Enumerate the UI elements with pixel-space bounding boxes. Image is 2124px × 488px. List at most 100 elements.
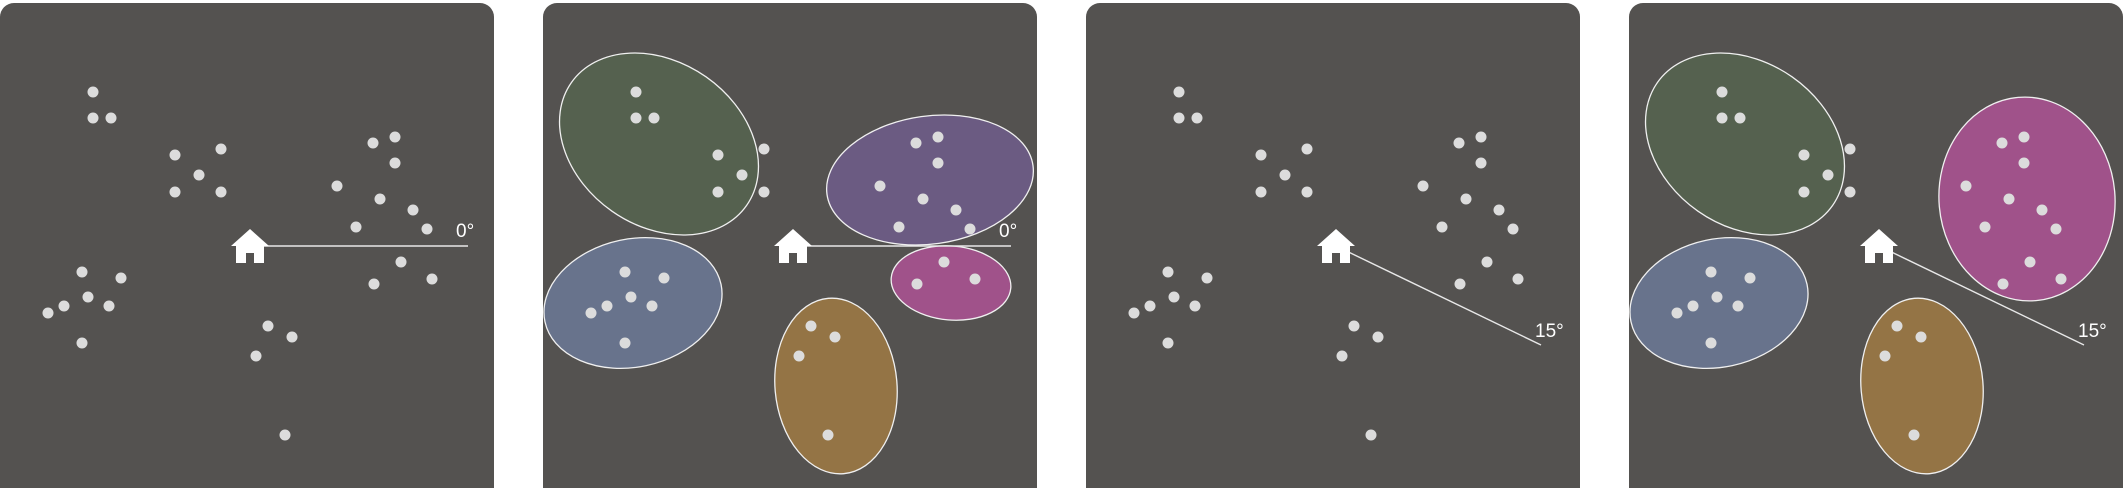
panel-4-diagram: 15°: [1629, 52, 2116, 475]
cluster-blue: [1629, 237, 1809, 369]
point: [395, 256, 407, 268]
point: [82, 291, 94, 303]
point: [1173, 86, 1185, 98]
point: [1372, 331, 1384, 343]
point: [648, 112, 660, 124]
point: [805, 320, 817, 332]
point: [368, 278, 380, 290]
point: [426, 273, 438, 285]
point: [712, 186, 724, 198]
point: [2018, 131, 2030, 143]
point: [712, 149, 724, 161]
point: [1798, 149, 1810, 161]
point: [374, 193, 386, 205]
point: [932, 131, 944, 143]
point: [2050, 223, 2062, 235]
home-icon: [1860, 229, 1898, 263]
point: [421, 223, 433, 235]
point: [1687, 300, 1699, 312]
point: [938, 256, 950, 268]
point: [1844, 143, 1856, 155]
point: [822, 429, 834, 441]
point: [829, 331, 841, 343]
point: [1279, 169, 1291, 181]
point: [736, 169, 748, 181]
point: [169, 149, 181, 161]
point: [969, 273, 981, 285]
home-icon: [1317, 229, 1355, 263]
point: [964, 223, 976, 235]
point: [2018, 157, 2030, 169]
point: [601, 300, 613, 312]
point: [758, 143, 770, 155]
point: [646, 300, 658, 312]
point: [1512, 273, 1524, 285]
point: [1460, 193, 1472, 205]
point: [87, 86, 99, 98]
point: [1475, 131, 1487, 143]
point: [215, 186, 227, 198]
point: [1417, 180, 1429, 192]
angle-label: 0°: [999, 221, 1017, 242]
point: [1255, 149, 1267, 161]
panel-2: 0°: [543, 3, 1037, 488]
point: [367, 137, 379, 149]
point: [407, 204, 419, 216]
point: [625, 291, 637, 303]
cluster-green: [1644, 52, 1846, 236]
point: [658, 272, 670, 284]
panel-4: 15°: [1629, 3, 2123, 488]
angle-label: 0°: [456, 221, 474, 242]
panel-2-diagram: 0°: [543, 52, 1035, 475]
point: [950, 204, 962, 216]
point: [1191, 112, 1203, 124]
point: [1798, 186, 1810, 198]
point: [932, 157, 944, 169]
panel-1-diagram: 0°: [42, 86, 474, 441]
point: [2024, 256, 2036, 268]
point: [389, 131, 401, 143]
point: [1201, 272, 1213, 284]
point: [1162, 337, 1174, 349]
point: [1891, 320, 1903, 332]
point: [1822, 169, 1834, 181]
cluster-blue: [543, 237, 723, 369]
point: [1173, 112, 1185, 124]
point: [1979, 221, 1991, 233]
angle-label: 15°: [2078, 321, 2107, 342]
point: [76, 266, 88, 278]
point: [105, 112, 117, 124]
point: [1255, 186, 1267, 198]
point: [1481, 256, 1493, 268]
point: [250, 350, 262, 362]
point: [630, 86, 642, 98]
point: [42, 307, 54, 319]
point: [1168, 291, 1180, 303]
point: [1908, 429, 1920, 441]
panel-1: 0°: [0, 3, 494, 488]
point: [1348, 320, 1360, 332]
point: [286, 331, 298, 343]
cluster-orange: [774, 297, 898, 475]
point: [874, 180, 886, 192]
point: [1436, 221, 1448, 233]
point: [1705, 266, 1717, 278]
point: [2003, 193, 2015, 205]
point: [1507, 223, 1519, 235]
point: [169, 186, 181, 198]
home-icon: [774, 229, 812, 263]
home-icon: [231, 229, 269, 263]
point: [1915, 331, 1927, 343]
point: [193, 169, 205, 181]
point: [215, 143, 227, 155]
point: [1744, 272, 1756, 284]
point: [1301, 186, 1313, 198]
point: [630, 112, 642, 124]
point: [1711, 291, 1723, 303]
point: [1365, 429, 1377, 441]
point: [262, 320, 274, 332]
point: [1336, 350, 1348, 362]
cluster-orange: [1860, 297, 1984, 475]
point: [58, 300, 70, 312]
point: [917, 193, 929, 205]
